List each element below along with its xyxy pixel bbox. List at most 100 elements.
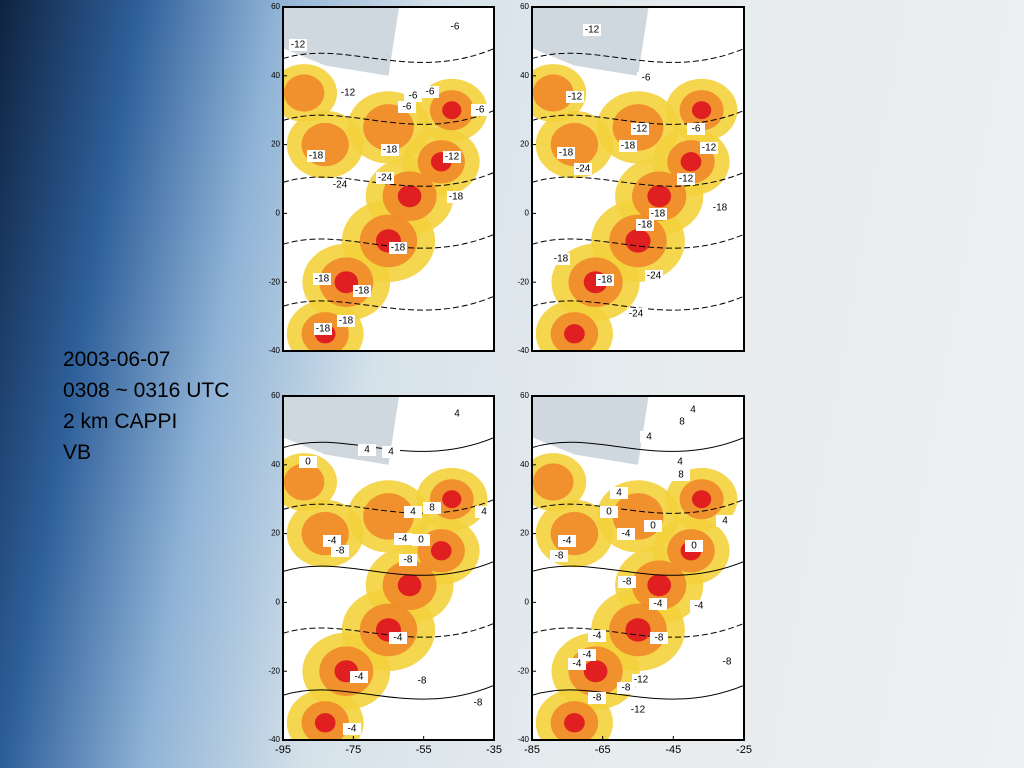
contour-label-bg — [413, 675, 431, 687]
contour-label: -4 — [399, 534, 408, 545]
contour-label-bg — [640, 431, 658, 443]
contour-label: -8 — [418, 676, 427, 687]
contour-label-bg — [617, 528, 635, 540]
contour-label: -8 — [655, 633, 664, 644]
contour-label: -18 — [355, 286, 370, 297]
y-tick-label: 60 — [271, 2, 280, 11]
contour-label-bg — [323, 535, 341, 547]
contour-label: -6 — [426, 87, 435, 98]
contour-label-bg — [583, 24, 601, 36]
contour-label: -6 — [403, 102, 412, 113]
echo-strong — [647, 185, 672, 208]
contour-label: -18 — [598, 275, 613, 286]
contour-label-bg — [358, 444, 376, 456]
contour-label: -12 — [702, 143, 717, 154]
echo-strong — [564, 713, 585, 733]
contour-label: -18 — [559, 148, 574, 159]
contour-line — [532, 499, 744, 514]
contour-label-bg — [685, 540, 703, 552]
contour-line — [283, 622, 494, 638]
contour-label-bg — [687, 123, 705, 135]
contour-label: 0 — [305, 457, 311, 468]
y-tick-label: 40 — [520, 460, 529, 469]
contour-label: -4 — [622, 529, 631, 540]
panel-frame — [282, 6, 495, 352]
contour-label: -12 — [631, 705, 646, 716]
contour-label-bg — [618, 576, 636, 588]
contour-label-bg — [558, 535, 576, 547]
contour-label: 0 — [691, 541, 697, 552]
contour-label: 0 — [650, 521, 656, 532]
contour-label-bg — [617, 682, 635, 694]
x-tick-label: -65 — [595, 744, 611, 756]
contour-label-bg — [671, 456, 689, 468]
contour-label-bg — [398, 101, 416, 113]
contour-label-bg — [381, 144, 399, 156]
contour-line — [532, 560, 744, 576]
contour-label: -6 — [692, 124, 701, 135]
contour-label: -12 — [634, 675, 649, 686]
x-tick-label: -85 — [524, 744, 540, 756]
contour-label-bg — [718, 656, 736, 668]
contour-label-bg — [649, 598, 667, 610]
contour-label-bg — [588, 692, 606, 704]
contour-label: 8 — [429, 503, 435, 514]
echo-strong — [314, 713, 336, 733]
contour-label: -6 — [642, 73, 651, 84]
contour-label: -8 — [555, 551, 564, 562]
y-tick-label: 0 — [525, 209, 530, 218]
contour-line — [283, 233, 494, 249]
y-tick-label: 20 — [271, 140, 280, 149]
contour-label: -18 — [651, 209, 666, 220]
contour-label-bg — [637, 72, 655, 84]
contour-label-bg — [475, 506, 493, 518]
contour-label-bg — [649, 208, 667, 220]
echo-strong — [442, 101, 462, 120]
echo-strong — [691, 490, 712, 509]
contour-label: -24 — [576, 164, 591, 175]
contour-label-bg — [382, 446, 400, 458]
contour-label: 0 — [418, 535, 424, 546]
contour-label: 0 — [606, 507, 612, 518]
y-tick-label: -20 — [268, 277, 280, 286]
contour-label: -24 — [629, 309, 644, 320]
contour-line — [283, 171, 494, 187]
contour-label: -12 — [585, 25, 600, 36]
y-tick-label: -40 — [268, 735, 280, 744]
contour-label-bg — [711, 202, 729, 214]
contour-label-bg — [307, 150, 325, 162]
echo-moderate — [532, 463, 574, 501]
contour-label: 4 — [364, 445, 370, 456]
contour-label: -18 — [339, 316, 354, 327]
y-tick-label: 0 — [276, 598, 281, 607]
contour-label: -4 — [583, 650, 592, 661]
echo-strong — [430, 541, 452, 561]
contour-label: 4 — [454, 409, 460, 420]
contour-label: -12 — [291, 40, 306, 51]
contour-label-bg — [350, 671, 368, 683]
echo-strong — [691, 101, 712, 120]
contour-label: -8 — [336, 546, 345, 557]
contour-line — [532, 437, 744, 452]
contour-label-bg — [447, 191, 465, 203]
radar-panel — [532, 7, 744, 351]
y-tick-label: 60 — [520, 391, 529, 400]
contour-line — [283, 437, 494, 452]
contour-label: -18 — [391, 243, 406, 254]
echo-moderate — [283, 74, 325, 112]
x-tick-label: -55 — [416, 744, 432, 756]
y-tick-label: 40 — [271, 460, 280, 469]
y-tick-label: -40 — [517, 346, 529, 355]
y-tick-label: 60 — [520, 2, 529, 11]
caption-line: 2 km CAPPI — [63, 410, 178, 433]
contour-line — [532, 622, 744, 638]
echo-strong — [334, 271, 359, 294]
panel-frame — [531, 6, 745, 352]
y-tick-label: 40 — [271, 71, 280, 80]
contour-label: -6 — [409, 91, 418, 102]
contour-label-bg — [404, 506, 422, 518]
contour-label: -12 — [445, 152, 460, 163]
caption-line: VB — [63, 441, 92, 464]
radar-panel — [532, 396, 744, 740]
contour-label-bg — [394, 533, 412, 545]
